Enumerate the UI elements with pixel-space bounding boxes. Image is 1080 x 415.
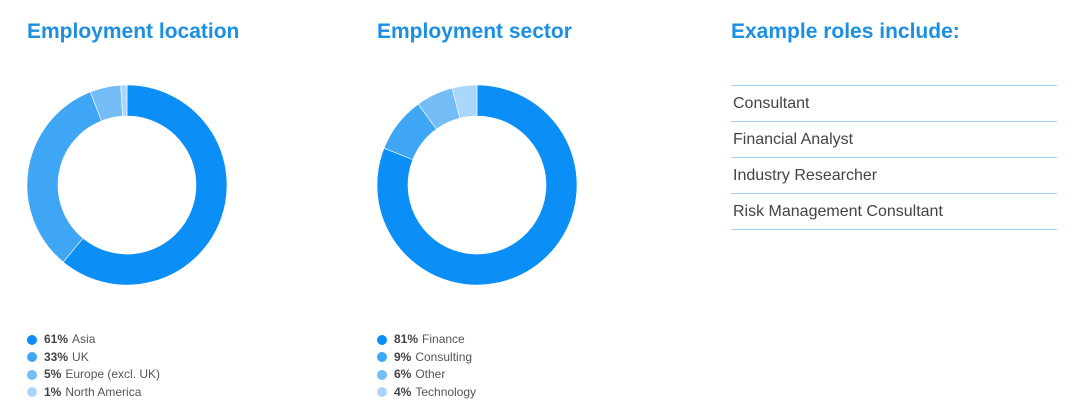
legend-value: 81%: [394, 332, 419, 346]
employment-sector-legend: 81% Finance 9% Consulting 6% Other 4% Techno…: [377, 331, 476, 401]
legend-label: North America: [65, 384, 142, 399]
legend-item-north-america: 1% North America: [27, 384, 160, 402]
legend-swatch: [27, 369, 37, 380]
employment-sector-title: Employment sector: [377, 20, 572, 43]
legend-value: 5%: [44, 367, 62, 381]
example-roles-list: Consultant Financial Analyst Industry Re…: [731, 85, 1057, 230]
legend-value: 33%: [44, 349, 69, 364]
legend-item-europe: 5% Europe (excl. UK): [27, 366, 160, 384]
legend-label: Asia: [72, 332, 96, 346]
legend-swatch: [27, 334, 37, 345]
legend-item-asia: 61% Asia: [27, 331, 160, 349]
legend-swatch: [377, 387, 387, 398]
legend-value: 6%: [394, 367, 412, 381]
legend-label: UK: [72, 349, 89, 364]
employment-location-title: Employment location: [27, 20, 240, 43]
legend-swatch: [27, 352, 37, 363]
legend-swatch: [27, 387, 37, 398]
role-item: Risk Management Consultant: [731, 194, 1057, 230]
legend-swatch: [377, 334, 387, 345]
legend-item-uk: 33% UK: [27, 349, 160, 367]
role-item: Consultant: [731, 86, 1057, 122]
role-item: Industry Researcher: [731, 158, 1057, 194]
legend-item-finance: 81% Finance: [377, 331, 476, 349]
legend-value: 61%: [44, 332, 69, 346]
example-roles-title: Example roles include:: [731, 20, 960, 43]
legend-item-consulting: 9% Consulting: [377, 349, 476, 367]
role-item: Financial Analyst: [731, 122, 1057, 158]
donut-slice-north-america: [120, 85, 128, 117]
employment-location-donut-chart: [27, 85, 227, 285]
legend-item-technology: 4% Technology: [377, 384, 476, 402]
legend-swatch: [377, 369, 387, 380]
legend-label: Consulting: [415, 349, 473, 364]
donut-slice-asia: [62, 85, 227, 285]
donut-slice-technology: [451, 85, 478, 119]
employment-location-legend: 61% Asia 33% UK 5% Europe (excl. UK) 1% Nort…: [27, 331, 160, 401]
legend-label: Finance: [422, 332, 465, 346]
legend-value: 9%: [394, 349, 412, 364]
legend-value: 4%: [394, 384, 412, 399]
legend-label: Europe (excl. UK): [65, 367, 161, 381]
employment-sector-donut-chart: [377, 85, 577, 285]
donut-slice-uk: [27, 91, 102, 263]
legend-item-other: 6% Other: [377, 366, 476, 384]
legend-label: Other: [415, 367, 446, 381]
legend-label: Technology: [415, 384, 477, 399]
donut-slice-finance: [377, 85, 577, 285]
legend-value: 1%: [44, 384, 62, 399]
legend-swatch: [377, 352, 387, 363]
